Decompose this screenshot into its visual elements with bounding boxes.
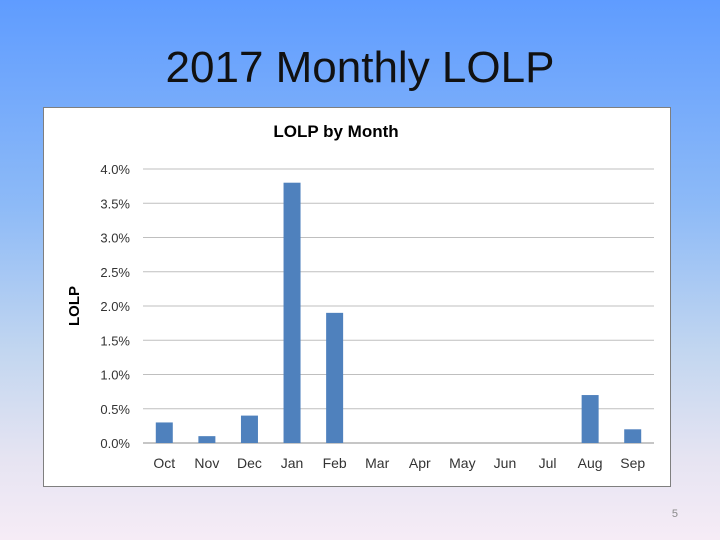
- bar-nov: [198, 436, 216, 443]
- slide-title: 2017 Monthly LOLP: [165, 43, 555, 92]
- y-tick-label: 3.0%: [100, 231, 130, 246]
- x-tick-label: Jan: [281, 455, 304, 471]
- y-tick-label: 4.0%: [100, 162, 130, 177]
- x-tick-label: Oct: [153, 455, 175, 471]
- y-tick-label: 3.5%: [100, 196, 130, 211]
- x-tick-label: Jun: [494, 455, 517, 471]
- bar-sep: [624, 429, 642, 443]
- chart-title: LOLP by Month: [273, 122, 398, 141]
- x-tick-label: Dec: [237, 455, 262, 471]
- bar-oct: [155, 422, 173, 443]
- x-tick-label: Jul: [539, 455, 557, 471]
- y-axis-label: LOLP: [66, 286, 83, 326]
- x-tick-label: May: [449, 455, 475, 471]
- y-tick-label: 2.0%: [100, 299, 130, 314]
- y-tick-label: 0.0%: [100, 436, 130, 451]
- gridlines: [143, 168, 654, 444]
- y-tick-labels: 0.0% 0.5% 1.0% 1.5% 2.0% 2.5% 3.0% 3.5% 4.0%: [100, 162, 130, 451]
- y-tick-label: 2.5%: [100, 265, 130, 280]
- y-tick-label: 1.0%: [100, 368, 130, 383]
- x-tick-label: Mar: [365, 455, 389, 471]
- x-tick-labels: Oct Nov Dec Jan Feb Mar Apr May Jun Jul Aug Sep: [153, 455, 645, 471]
- y-tick-label: 0.5%: [100, 402, 130, 417]
- bar-chart: LOLP by Month LOLP 0.0% 0.5% 1.0% 1.5% 2.0% 2…: [66, 122, 654, 471]
- bar-aug: [581, 395, 599, 443]
- bar-feb: [326, 312, 344, 443]
- x-tick-label: Feb: [323, 455, 347, 471]
- x-tick-label: Nov: [194, 455, 219, 471]
- x-tick-label: Sep: [620, 455, 645, 471]
- bar-jan: [283, 182, 301, 443]
- y-tick-label: 1.5%: [100, 333, 130, 348]
- x-tick-label: Aug: [578, 455, 603, 471]
- bars: [155, 182, 642, 443]
- chart-panel: LOLP by Month LOLP 0.0% 0.5% 1.0% 1.5% 2.0% 2…: [43, 107, 671, 487]
- x-tick-label: Apr: [409, 455, 431, 471]
- page-number: 5: [671, 508, 678, 520]
- bar-dec: [240, 415, 258, 443]
